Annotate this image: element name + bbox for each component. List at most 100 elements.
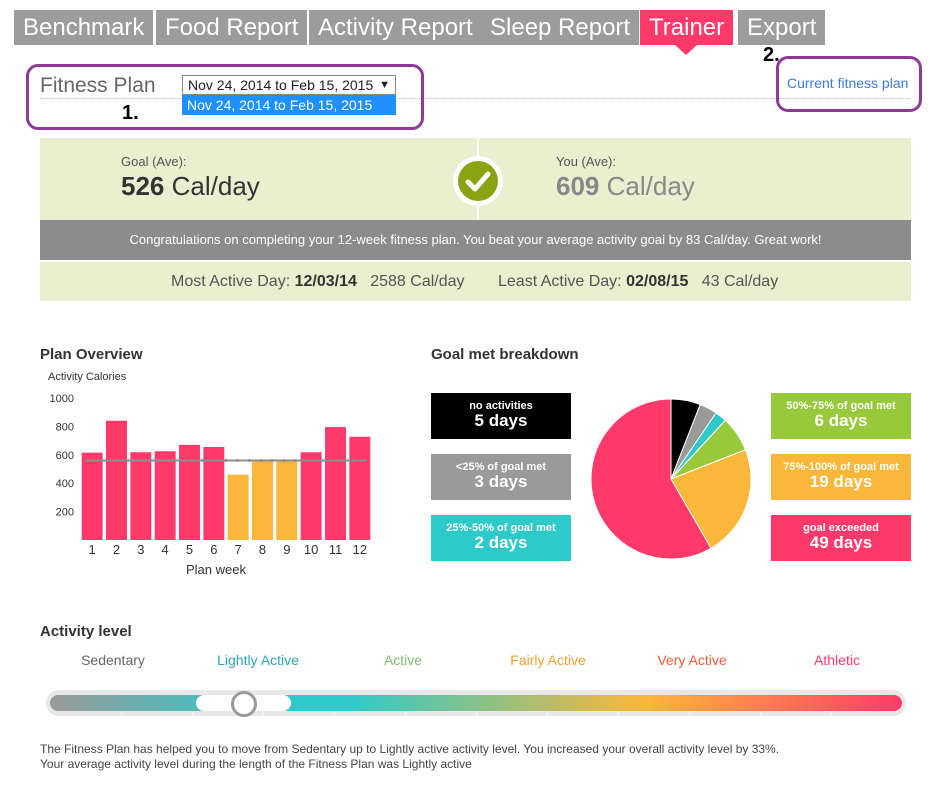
least-active-value: 43 Cal/day [701,273,779,290]
goal-line-marker [363,458,367,462]
goal-line-marker [201,458,205,462]
goal-breakdown-box: 75%-100% of goal met 19 days [771,454,911,500]
goal-met-badge [453,156,503,206]
activity-level-label: Fairly Active [510,652,586,668]
activity-level-title: Activity level [40,623,132,640]
plan-select[interactable]: Nov 24, 2014 to Feb 15, 2015 ▼ [182,75,396,95]
goal-line-marker [270,458,274,462]
most-active-label: Most Active Day: [171,273,291,290]
checkmark-icon [458,161,498,201]
header-divider [40,98,910,99]
goal-line-marker [85,458,89,462]
goal-breakdown-label: 50%-75% of goal met [786,400,896,412]
activity-level-label: Very Active [657,652,727,668]
bar-week-3 [130,452,152,540]
tab-export[interactable]: Export [738,10,826,45]
plan-select-value: Nov 24, 2014 to Feb 15, 2015 [188,77,374,93]
x-tick-label: 6 [210,542,217,557]
you-value: 609 Cal/day [556,171,695,202]
activity-level-gradient [50,695,902,711]
activity-level-tick [547,713,548,717]
bar-week-2 [106,420,127,540]
least-active-date: 02/08/15 [626,273,689,290]
activity-level-slider-handle[interactable] [231,691,257,717]
y-tick-label: 200 [56,507,74,519]
tab-benchmark[interactable]: Benchmark [14,10,154,45]
most-active-date: 12/03/14 [294,273,357,290]
goal-line-marker [316,458,320,462]
bar-week-4 [154,451,176,540]
goal-line-marker [293,458,297,462]
goal-line-marker [108,458,112,462]
goal-breakdown-box: 25%-50% of goal met 2 days [431,515,571,561]
tab-food-report[interactable]: Food Report [156,10,308,45]
activity-level-tick [263,713,264,717]
goal-breakdown-pie [590,398,752,560]
you-unit: Cal/day [606,171,695,201]
goal-line-marker [247,458,251,462]
goal-breakdown-value: 2 days [474,533,528,552]
chart-x-axis-label: Plan week [186,562,246,577]
activity-level-label: Active [383,652,423,668]
tab-trainer[interactable]: Trainer [640,10,734,45]
annotation-number-1: 1. [122,102,139,124]
goal-breakdown-value: 49 days [809,533,873,552]
bar-week-5 [179,444,200,540]
goal-line-marker [166,458,170,462]
active-days-panel: Most Active Day: 12/03/14 2588 Cal/day L… [40,262,911,301]
goal-value: 526 Cal/day [121,171,260,202]
x-tick-label: 9 [283,542,290,557]
activity-level-label: Sedentary [81,652,145,668]
tab-sleep-report[interactable]: Sleep Report [481,10,640,45]
plan-overview-title: Plan Overview [40,346,143,363]
goal-line-marker [351,458,355,462]
tab-activity-report[interactable]: Activity Report [309,10,482,45]
chart-y-axis-label: Activity Calories [48,371,127,383]
goal-breakdown-label: no activities [469,400,533,412]
goal-line-marker [97,458,101,462]
activity-level-tick [405,713,406,717]
goal-line-marker [328,458,332,462]
y-tick-label: 800 [56,421,74,433]
activity-level-tick [760,713,761,717]
pie-slice-4 [670,449,752,549]
bar-week-9 [276,460,298,540]
congratulations-banner: Congratulations on completing your 12-we… [40,220,911,260]
goal-breakdown-label: <25% of goal met [455,461,547,473]
goal-line-marker [282,458,286,462]
description-line-1: The Fitness Plan has helped you to move … [40,742,780,756]
activity-level-tick [192,713,193,717]
current-fitness-plan-link[interactable]: Current fitness plan [787,75,909,91]
x-tick-label: 1 [89,542,96,557]
activity-level-tick [618,713,619,717]
annotation-box-1 [26,64,424,130]
activity-level-tick [689,713,690,717]
goal-breakdown-box: no activities 5 days [431,393,571,439]
goal-unit: Cal/day [171,171,260,201]
description-line-2: Your average activity level during the l… [40,757,472,771]
activity-level-description: The Fitness Plan has helped you to move … [40,742,900,772]
active-tab-pointer [675,45,697,55]
activity-level-track [46,690,906,716]
goal-line-marker [224,458,228,462]
goal-line-marker [340,458,344,462]
bar-week-11 [325,427,346,540]
most-active-day: Most Active Day: 12/03/14 2588 Cal/day [171,262,465,301]
you-number: 609 [556,171,600,201]
pie-slice-5 [590,398,712,560]
chevron-down-icon: ▼ [379,79,390,91]
activity-level-label: Athletic [814,652,860,668]
activity-level-tick [121,713,122,717]
y-tick-label: 1000 [50,393,74,405]
goal-breakdown-box: 50%-75% of goal met 6 days [771,393,911,439]
x-tick-label: 3 [137,542,144,557]
most-active-value: 2588 Cal/day [370,273,465,290]
y-tick-label: 600 [56,450,74,462]
activity-level-tick [831,713,832,717]
plan-select-option[interactable]: Nov 24, 2014 to Feb 15, 2015 [182,95,396,115]
goal-breakdown-label: 75%-100% of goal met [783,461,899,473]
goal-breakdown-value: 6 days [814,411,868,430]
x-tick-label: 4 [162,542,169,557]
goal-line-marker [178,458,182,462]
